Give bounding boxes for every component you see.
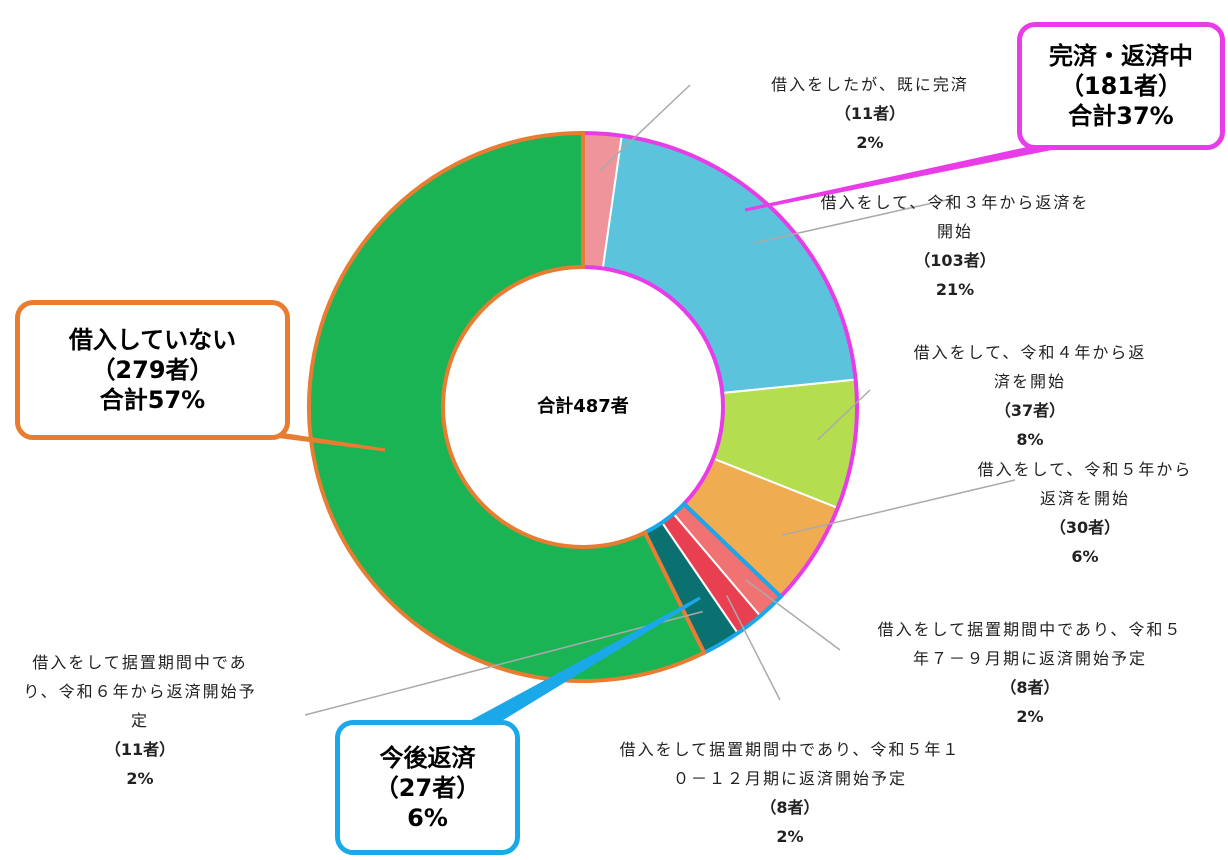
callout-line: 借入していない xyxy=(68,326,237,354)
leader-line xyxy=(744,579,841,651)
group-outline xyxy=(581,130,859,600)
leader-line xyxy=(599,84,691,172)
callout-line: （279者） xyxy=(91,356,214,384)
data-label: 借入をして、令和４年から返済を開始 （37者） 8% xyxy=(910,338,1150,454)
value-label: （37者） xyxy=(994,401,1066,420)
data-label: 借入をして据置期間中であり、令和５年１０－１２月期に返済開始予定 （8者） 2% xyxy=(615,735,965,851)
percent-label: 21% xyxy=(935,280,975,299)
value-label: （11者） xyxy=(834,104,906,123)
leader-line xyxy=(753,197,956,244)
percent-label: 2% xyxy=(776,827,804,846)
data-label: 借入をして据置期間中であり、令和６年から返済開始予定 （11者） 2% xyxy=(15,648,265,793)
callout-line: （181者） xyxy=(1059,72,1183,100)
group-outline xyxy=(307,130,707,683)
value-label: （103者） xyxy=(914,251,996,270)
data-label: 借入をしたが、既に完済 （11者） 2% xyxy=(735,70,1005,157)
value-label: （30者） xyxy=(1049,518,1121,537)
leader-line xyxy=(817,389,871,441)
percent-label: 8% xyxy=(1016,430,1044,449)
callout-line: 合計57% xyxy=(99,386,206,414)
callout-line: 6% xyxy=(407,803,448,832)
value-label: （11者） xyxy=(104,740,176,759)
callout-line: 完済・返済中 xyxy=(1049,42,1193,70)
center-label: 合計487者 xyxy=(537,396,629,417)
callout-pointer xyxy=(744,138,1095,212)
callout: 今後返済 （27者） 6% xyxy=(335,720,520,855)
category-label: 借入をしたが、既に完済 xyxy=(771,75,969,94)
value-label: （8者） xyxy=(760,798,820,817)
percent-label: 2% xyxy=(856,133,884,152)
data-label: 借入をして据置期間中であり、令和５年７－９月期に返済開始予定 （8者） 2% xyxy=(870,615,1190,731)
callout-line: （27者） xyxy=(374,773,481,802)
leader-line xyxy=(304,610,703,716)
leader-line xyxy=(782,479,1016,536)
category-label: 借入をして据置期間中であり、令和５年７－９月期に返済開始予定 xyxy=(877,620,1183,668)
data-label: 借入をして、令和５年から返済を開始 （30者） 6% xyxy=(975,455,1195,571)
leader-line xyxy=(726,595,781,701)
callout-pointer xyxy=(455,596,701,732)
percent-label: 2% xyxy=(126,769,154,788)
percent-label: 6% xyxy=(1071,547,1099,566)
category-label: 借入をして据置期間中であり、令和６年から返済開始予定 xyxy=(23,653,257,730)
data-label: 借入をして、令和３年から返済を開始 （103者） 21% xyxy=(820,188,1090,304)
category-label: 借入をして、令和３年から返済を開始 xyxy=(820,193,1090,241)
callout: 完済・返済中 （181者） 合計37% xyxy=(1017,22,1225,150)
callout: 借入していない （279者） 合計57% xyxy=(15,300,290,440)
callout-line: 今後返済 xyxy=(379,743,476,772)
category-label: 借入をして、令和５年から返済を開始 xyxy=(977,460,1193,508)
percent-label: 2% xyxy=(1016,707,1044,726)
category-label: 借入をして、令和４年から返済を開始 xyxy=(913,343,1147,391)
callout-line: 合計37% xyxy=(1068,102,1174,130)
category-label: 借入をして据置期間中であり、令和５年１０－１２月期に返済開始予定 xyxy=(619,740,961,788)
value-label: （8者） xyxy=(1000,678,1060,697)
